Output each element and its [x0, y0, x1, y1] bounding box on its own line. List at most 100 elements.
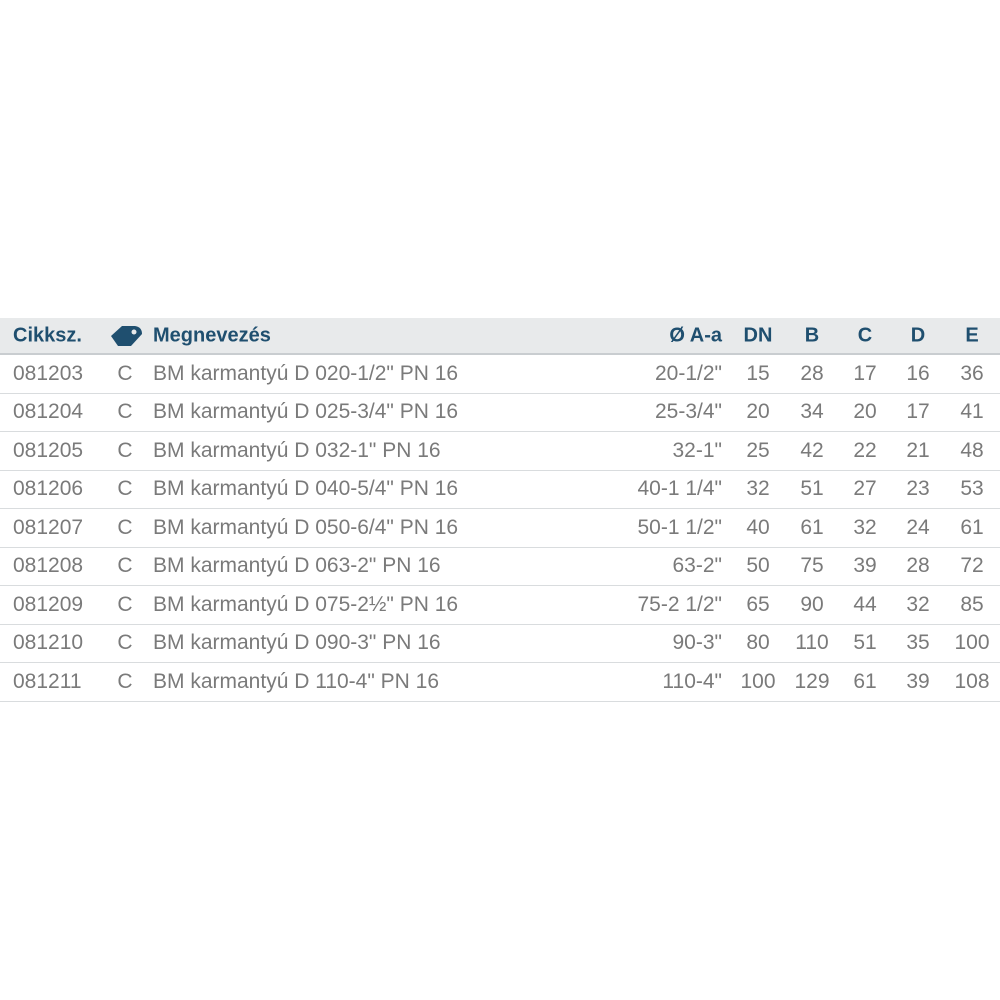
cell-e: 48	[960, 438, 984, 462]
cell-d: 28	[906, 554, 930, 578]
cell-code: 081211	[13, 669, 82, 693]
cell-c: 20	[853, 400, 877, 424]
cell-d: 23	[906, 477, 930, 501]
header-aa: Ø A-a	[669, 324, 722, 346]
cell-code: 081204	[13, 400, 84, 424]
cell-e: 36	[960, 361, 984, 385]
header-dn: DN	[743, 324, 773, 346]
table-row: 081205 C BM karmantyú D 032-1" PN 16 32-1" 2…	[0, 432, 1000, 471]
cell-aa: 32-1"	[672, 438, 723, 462]
cell-code: 081208	[13, 554, 84, 578]
cell-aa: 20-1/2"	[655, 361, 722, 385]
cell-cls: C	[117, 477, 133, 501]
cell-d: 32	[906, 592, 930, 616]
cell-aa: 40-1 1/4"	[637, 477, 722, 501]
table-header: Cikksz. Megnevezés Ø A-a DN B C D E	[0, 318, 1000, 355]
cell-b: 51	[800, 477, 824, 501]
header-d: D	[910, 324, 926, 346]
cell-name: BM karmantyú D 075-2½" PN 16	[153, 592, 459, 616]
table-row: 081208 C BM karmantyú D 063-2" PN 16 63-2" 5…	[0, 548, 1000, 586]
cell-name: BM karmantyú D 090-3" PN 16	[153, 631, 441, 655]
cell-e: 61	[960, 515, 984, 539]
cell-d: 39	[906, 669, 930, 693]
cell-name: BM karmantyú D 040-5/4" PN 16	[153, 477, 459, 501]
cell-d: 21	[906, 438, 930, 462]
cell-c: 61	[853, 669, 877, 693]
cell-aa: 75-2 1/2"	[637, 592, 722, 616]
header-c: C	[857, 324, 873, 346]
cell-code: 081205	[13, 438, 84, 462]
cell-c: 39	[853, 554, 877, 578]
cell-e: 85	[960, 592, 984, 616]
table-row: 081207 C BM karmantyú D 050-6/4" PN 16 50-1…	[0, 509, 1000, 548]
header-b: B	[804, 324, 820, 346]
cell-dn: 50	[746, 554, 770, 578]
cell-d: 17	[906, 400, 930, 424]
cell-dn: 25	[746, 438, 770, 462]
cell-b: 28	[800, 361, 824, 385]
table-row: 081203 C BM karmantyú D 020-1/2" PN 16 20-1…	[0, 355, 1000, 394]
cell-dn: 40	[746, 515, 770, 539]
cell-b: 34	[800, 400, 824, 424]
cell-cls: C	[117, 438, 133, 462]
cell-d: 24	[906, 515, 930, 539]
cell-dn: 20	[746, 400, 770, 424]
cell-cls: C	[117, 515, 133, 539]
cell-dn: 100	[740, 669, 776, 693]
cell-name: BM karmantyú D 063-2" PN 16	[153, 554, 441, 578]
cell-c: 17	[853, 361, 877, 385]
cell-b: 90	[800, 592, 824, 616]
cell-b: 61	[800, 515, 824, 539]
table-row: 081210 C BM karmantyú D 090-3" PN 16 90-3" 8…	[0, 625, 1000, 663]
cell-c: 27	[853, 477, 877, 501]
cell-code: 081207	[13, 515, 84, 539]
table-row: 081206 C BM karmantyú D 040-5/4" PN 16 40-1…	[0, 471, 1000, 509]
cell-e: 41	[960, 400, 984, 424]
cell-aa: 25-3/4"	[655, 400, 722, 424]
header-name: Megnevezés	[153, 324, 271, 346]
cell-aa: 90-3"	[672, 631, 723, 655]
cell-name: BM karmantyú D 025-3/4" PN 16	[153, 400, 459, 424]
cell-c: 44	[853, 592, 877, 616]
cell-cls: C	[117, 554, 133, 578]
cell-dn: 15	[746, 361, 770, 385]
cell-aa: 110-4"	[662, 669, 722, 693]
cell-c: 51	[853, 631, 877, 655]
cell-e: 100	[954, 631, 990, 655]
cell-b: 42	[800, 438, 824, 462]
cell-name: BM karmantyú D 032-1" PN 16	[153, 438, 441, 462]
cell-b: 129	[794, 669, 830, 693]
cell-cls: C	[117, 669, 133, 693]
header-code: Cikksz.	[13, 324, 82, 346]
cell-name: BM karmantyú D 020-1/2" PN 16	[153, 361, 459, 385]
cell-b: 75	[800, 554, 824, 578]
table-row: 081204 C BM karmantyú D 025-3/4" PN 16 25-3…	[0, 394, 1000, 432]
cell-dn: 65	[746, 592, 770, 616]
cell-code: 081210	[13, 631, 84, 655]
cell-code: 081206	[13, 477, 84, 501]
cell-dn: 80	[746, 631, 770, 655]
product-table: Cikksz. Megnevezés Ø A-a DN B C D E 0812…	[0, 318, 1000, 702]
table-row: 081211 C BM karmantyú D 110-4" PN 16 110-4"…	[0, 663, 1000, 702]
cell-dn: 32	[746, 477, 770, 501]
cell-e: 108	[954, 669, 990, 693]
cell-b: 110	[795, 631, 829, 655]
cell-cls: C	[117, 400, 133, 424]
cell-cls: C	[117, 361, 133, 385]
cell-e: 72	[960, 554, 984, 578]
cell-aa: 63-2"	[672, 554, 723, 578]
price-tag-icon	[111, 325, 142, 346]
cell-code: 081209	[13, 592, 84, 616]
cell-e: 53	[960, 477, 984, 501]
cell-cls: C	[117, 592, 133, 616]
cell-c: 22	[853, 438, 877, 462]
cell-d: 35	[906, 631, 930, 655]
cell-d: 16	[906, 361, 930, 385]
cell-aa: 50-1 1/2"	[637, 515, 722, 539]
cell-name: BM karmantyú D 050-6/4" PN 16	[153, 515, 459, 539]
cell-code: 081203	[13, 361, 84, 385]
cell-name: BM karmantyú D 110-4" PN 16	[153, 669, 440, 693]
cell-cls: C	[117, 631, 133, 655]
table-row: 081209 C BM karmantyú D 075-2½" PN 16 75-2 …	[0, 586, 1000, 625]
cell-c: 32	[853, 515, 877, 539]
